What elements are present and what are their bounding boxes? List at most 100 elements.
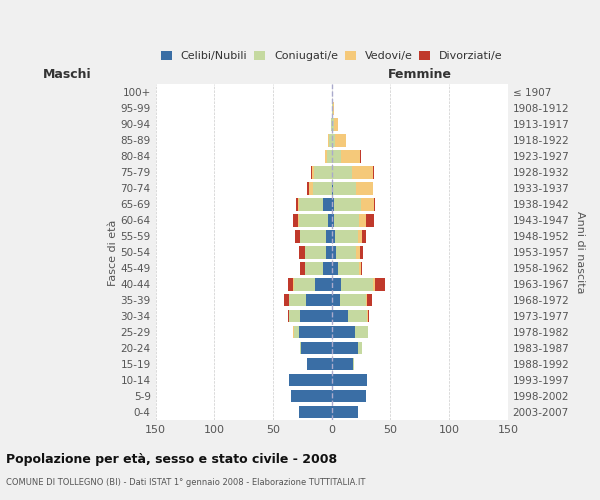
Bar: [368, 310, 369, 322]
Text: Maschi: Maschi: [43, 68, 92, 81]
Bar: [312, 166, 314, 178]
Text: Femmine: Femmine: [388, 68, 452, 81]
Text: COMUNE DI TOLLEGNO (BI) - Dati ISTAT 1° gennaio 2008 - Elaborazione TUTTITALIA.I: COMUNE DI TOLLEGNO (BI) - Dati ISTAT 1° …: [6, 478, 365, 487]
Bar: [360, 150, 361, 162]
Bar: [374, 198, 375, 210]
Bar: [290, 390, 332, 402]
Bar: [332, 166, 352, 178]
Bar: [358, 230, 362, 242]
Bar: [352, 166, 373, 178]
Bar: [355, 326, 368, 338]
Bar: [289, 374, 332, 386]
Bar: [301, 342, 332, 354]
Bar: [358, 342, 362, 354]
Bar: [341, 150, 360, 162]
Bar: [293, 214, 298, 226]
Bar: [328, 134, 329, 146]
Bar: [305, 262, 323, 274]
Bar: [366, 214, 374, 226]
Bar: [289, 294, 306, 306]
Bar: [307, 182, 310, 194]
Bar: [332, 390, 366, 402]
Bar: [332, 406, 358, 418]
Bar: [332, 342, 358, 354]
Bar: [314, 166, 332, 178]
Bar: [359, 214, 366, 226]
Bar: [332, 310, 348, 322]
Bar: [310, 182, 313, 194]
Bar: [332, 246, 337, 258]
Bar: [325, 150, 327, 162]
Bar: [326, 246, 332, 258]
Bar: [340, 294, 366, 306]
Bar: [332, 374, 367, 386]
Bar: [332, 214, 334, 226]
Bar: [300, 262, 305, 274]
Bar: [332, 118, 334, 130]
Bar: [299, 198, 323, 210]
Bar: [306, 294, 332, 306]
Bar: [360, 246, 364, 258]
Bar: [328, 214, 332, 226]
Bar: [307, 358, 332, 370]
Bar: [338, 262, 359, 274]
Bar: [348, 310, 367, 322]
Bar: [298, 198, 299, 210]
Bar: [334, 214, 359, 226]
Bar: [335, 230, 358, 242]
Bar: [335, 134, 346, 146]
Bar: [296, 198, 298, 210]
Bar: [332, 358, 353, 370]
Bar: [332, 102, 333, 115]
Bar: [333, 182, 356, 194]
Bar: [300, 310, 332, 322]
Bar: [361, 262, 362, 274]
Bar: [299, 406, 332, 418]
Bar: [295, 230, 300, 242]
Bar: [313, 182, 332, 194]
Bar: [284, 294, 289, 306]
Bar: [334, 198, 361, 210]
Bar: [305, 246, 326, 258]
Y-axis label: Fasce di età: Fasce di età: [107, 219, 118, 286]
Bar: [373, 278, 375, 290]
Bar: [315, 278, 332, 290]
Bar: [323, 198, 332, 210]
Bar: [323, 262, 332, 274]
Bar: [359, 262, 361, 274]
Bar: [289, 310, 300, 322]
Bar: [298, 214, 299, 226]
Bar: [332, 182, 333, 194]
Bar: [294, 278, 315, 290]
Bar: [293, 326, 294, 338]
Bar: [356, 246, 360, 258]
Bar: [294, 326, 299, 338]
Y-axis label: Anni di nascita: Anni di nascita: [575, 211, 585, 294]
Bar: [353, 358, 354, 370]
Bar: [331, 118, 332, 130]
Bar: [334, 118, 338, 130]
Bar: [332, 326, 355, 338]
Bar: [361, 198, 374, 210]
Bar: [373, 166, 374, 178]
Bar: [288, 310, 289, 322]
Bar: [337, 246, 356, 258]
Bar: [300, 230, 326, 242]
Bar: [332, 278, 341, 290]
Bar: [299, 214, 328, 226]
Bar: [333, 102, 334, 115]
Bar: [326, 230, 332, 242]
Text: Popolazione per età, sesso e stato civile - 2008: Popolazione per età, sesso e stato civil…: [6, 452, 337, 466]
Bar: [329, 134, 332, 146]
Bar: [367, 310, 368, 322]
Bar: [332, 198, 334, 210]
Bar: [311, 166, 312, 178]
Bar: [332, 134, 335, 146]
Legend: Celibi/Nubili, Coniugati/e, Vedovi/e, Divorziati/e: Celibi/Nubili, Coniugati/e, Vedovi/e, Di…: [156, 46, 507, 66]
Bar: [288, 278, 293, 290]
Bar: [356, 182, 373, 194]
Bar: [332, 230, 335, 242]
Bar: [332, 150, 341, 162]
Bar: [327, 150, 332, 162]
Bar: [300, 342, 301, 354]
